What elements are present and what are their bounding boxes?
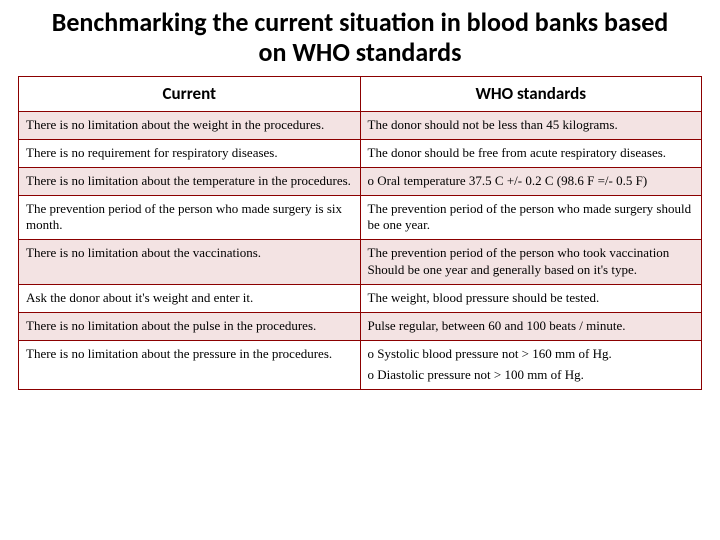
cell-current: There is no limitation about the vaccina…: [19, 240, 361, 285]
cell-who: The prevention period of the person who …: [360, 240, 702, 285]
table-row: The prevention period of the person who …: [19, 195, 702, 240]
cell-current: The prevention period of the person who …: [19, 195, 361, 240]
cell-who: The donor should be free from acute resp…: [360, 139, 702, 167]
table-row: Ask the donor about it's weight and ente…: [19, 285, 702, 313]
cell-who: The donor should not be less than 45 kil…: [360, 111, 702, 139]
cell-who: The weight, blood pressure should be tes…: [360, 285, 702, 313]
cell-current: There is no limitation about the weight …: [19, 111, 361, 139]
cell-who: o Oral temperature 37.5 C +/- 0.2 C (98.…: [360, 167, 702, 195]
cell-who-line2: o Diastolic pressure not > 100 mm of Hg.: [368, 367, 695, 384]
table-row: There is no limitation about the tempera…: [19, 167, 702, 195]
slide-title: Benchmarking the current situation in bl…: [18, 8, 702, 68]
comparison-table: Current WHO standards There is no limita…: [18, 76, 702, 390]
cell-who-line1: o Systolic blood pressure not > 160 mm o…: [368, 346, 612, 361]
cell-who: Pulse regular, between 60 and 100 beats …: [360, 313, 702, 341]
table-row: There is no limitation about the weight …: [19, 111, 702, 139]
cell-current: Ask the donor about it's weight and ente…: [19, 285, 361, 313]
table-row: There is no limitation about the pulse i…: [19, 313, 702, 341]
col-header-who: WHO standards: [360, 76, 702, 111]
table-row: There is no limitation about the vaccina…: [19, 240, 702, 285]
cell-who: o Systolic blood pressure not > 160 mm o…: [360, 340, 702, 389]
cell-current: There is no limitation about the pulse i…: [19, 313, 361, 341]
table-header-row: Current WHO standards: [19, 76, 702, 111]
cell-current: There is no limitation about the pressur…: [19, 340, 361, 389]
cell-current: There is no requirement for respiratory …: [19, 139, 361, 167]
cell-who: The prevention period of the person who …: [360, 195, 702, 240]
table-row: There is no requirement for respiratory …: [19, 139, 702, 167]
cell-current: There is no limitation about the tempera…: [19, 167, 361, 195]
table-row: There is no limitation about the pressur…: [19, 340, 702, 389]
col-header-current: Current: [19, 76, 361, 111]
